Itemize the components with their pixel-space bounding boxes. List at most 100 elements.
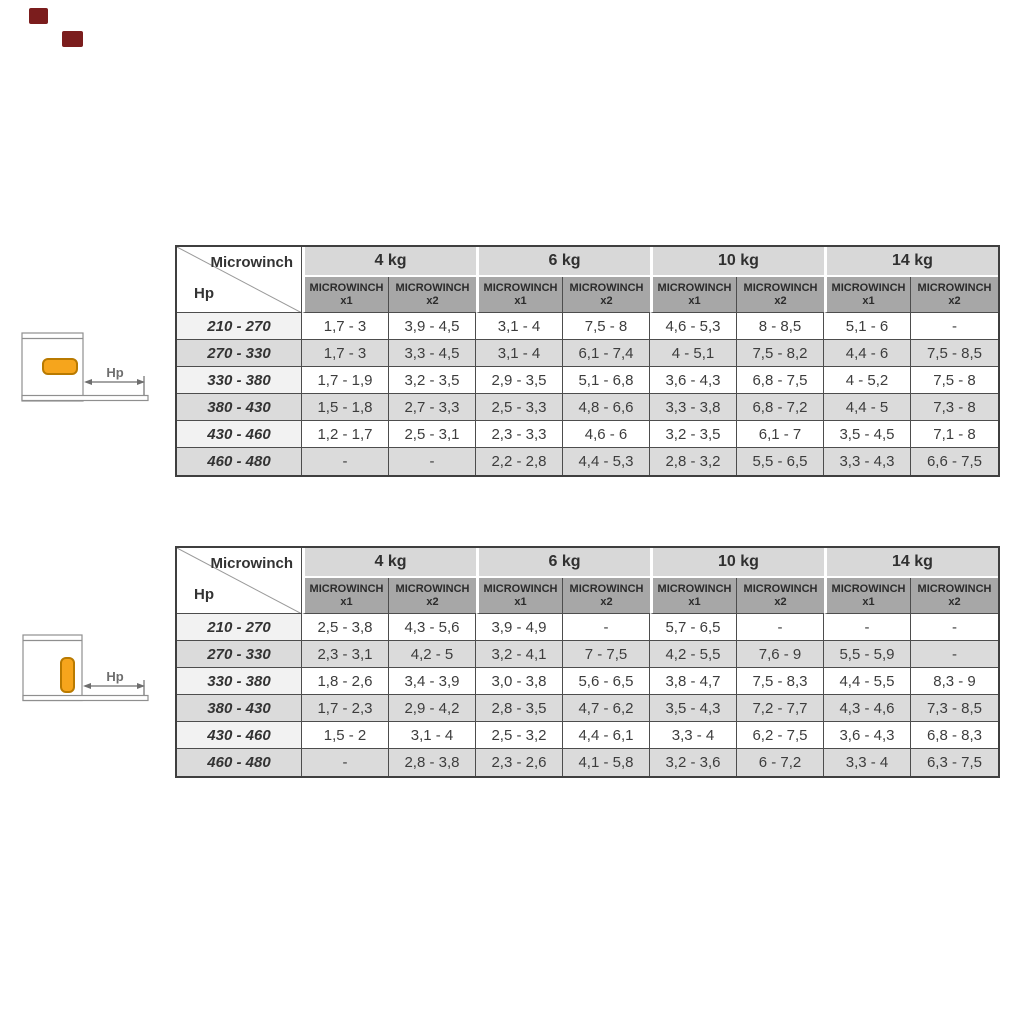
- subheader-title: MICROWINCH: [569, 281, 644, 294]
- value-cell: 3,6 - 4,3: [824, 722, 911, 749]
- subheader-title: MICROWINCH: [657, 281, 732, 294]
- hp-dimension-label: Hp: [106, 669, 123, 684]
- value-cell: 3,9 - 4,9: [476, 614, 563, 641]
- value-cell: 3,3 - 3,8: [650, 394, 737, 421]
- value-cell: -: [911, 614, 998, 641]
- value-cell: 1,5 - 2: [302, 722, 389, 749]
- hp-range-cell: 460 - 480: [177, 749, 302, 776]
- value-cell: 6,6 - 7,5: [911, 448, 998, 475]
- hp-range-cell: 210 - 270: [177, 614, 302, 641]
- value-cell: 3,2 - 4,1: [476, 641, 563, 668]
- table-row: 330 - 380 1,8 - 2,6 3,4 - 3,9 3,0 - 3,8 5,6 …: [177, 668, 998, 695]
- value-cell: 2,7 - 3,3: [389, 394, 476, 421]
- microwinch-table: Microwinch Hp 4 kg 6 kg 10 kg 14 kg MICROWINCH…: [175, 245, 1000, 477]
- hp-range-cell: 330 - 380: [177, 668, 302, 695]
- value-cell: 4 - 5,2: [824, 367, 911, 394]
- subheader-cell: MICROWINCH x1: [824, 578, 911, 614]
- subheader-cell: MICROWINCH x1: [302, 578, 389, 614]
- value-cell: -: [824, 614, 911, 641]
- value-cell: 3,9 - 4,5: [389, 313, 476, 340]
- value-cell: 4,4 - 5,5: [824, 668, 911, 695]
- subheader-cell: MICROWINCH x2: [911, 277, 998, 313]
- capacity-table-vertical-mount: Microwinch Hp 4 kg 6 kg 10 kg 14 kg MICROWINCH…: [175, 546, 1000, 778]
- subheader-variant: x1: [514, 595, 527, 608]
- value-cell: 7,5 - 8: [563, 313, 650, 340]
- table-row: 430 - 460 1,5 - 2 3,1 - 4 2,5 - 3,2 4,4 - 6,…: [177, 722, 998, 749]
- value-cell: 4,2 - 5: [389, 641, 476, 668]
- value-cell: 7,2 - 7,7: [737, 695, 824, 722]
- value-cell: 6,1 - 7,4: [563, 340, 650, 367]
- corner-label-hp: Hp: [194, 586, 214, 603]
- corner-label-microwinch: Microwinch: [210, 254, 293, 271]
- value-cell: 2,5 - 3,8: [302, 614, 389, 641]
- subheader-variant: x2: [948, 595, 961, 608]
- value-cell: 2,2 - 2,8: [476, 448, 563, 475]
- subheader-cell: MICROWINCH x2: [389, 277, 476, 313]
- arrowhead-right-icon: [137, 683, 145, 689]
- value-cell: 5,5 - 5,9: [824, 641, 911, 668]
- value-cell: 3,8 - 4,7: [650, 668, 737, 695]
- hp-range-cell: 330 - 380: [177, 367, 302, 394]
- table-row: 460 - 480- -2,2 - 2,8 4,4 - 5,3 2,8 - 3,2 5,…: [177, 448, 998, 475]
- table-row: 210 - 270 2,5 - 3,8 4,3 - 5,6 3,9 - 4,9-5,7…: [177, 614, 998, 641]
- value-cell: 2,8 - 3,5: [476, 695, 563, 722]
- winch-body-horizontal-icon: [42, 358, 78, 375]
- subheader-cell: MICROWINCH x2: [563, 277, 650, 313]
- subheader-cell: MICROWINCH x1: [824, 277, 911, 313]
- table-row: 270 - 330 1,7 - 3 3,3 - 4,5 3,1 - 4 6,1 - 7,…: [177, 340, 998, 367]
- value-cell: 2,3 - 2,6: [476, 749, 563, 776]
- load-group-header: 10 kg: [650, 548, 824, 578]
- subheader-cell: MICROWINCH x1: [650, 277, 737, 313]
- value-cell: -: [389, 448, 476, 475]
- value-cell: 7,1 - 8: [911, 421, 998, 448]
- value-cell: 8 - 8,5: [737, 313, 824, 340]
- subheader-variant: x2: [948, 294, 961, 307]
- value-cell: 7,5 - 8: [911, 367, 998, 394]
- value-cell: 4,7 - 6,2: [563, 695, 650, 722]
- subheader-variant: x1: [340, 294, 353, 307]
- table-row: 380 - 430 1,7 - 2,3 2,9 - 4,2 2,8 - 3,5 4,7 …: [177, 695, 998, 722]
- subheader-variant: x2: [774, 595, 787, 608]
- subheader-title: MICROWINCH: [483, 582, 558, 595]
- value-cell: 2,5 - 3,3: [476, 394, 563, 421]
- subheader-cell: MICROWINCH x2: [737, 277, 824, 313]
- subheader-title: MICROWINCH: [657, 582, 732, 595]
- value-cell: 3,3 - 4,3: [824, 448, 911, 475]
- table-row: 460 - 480-2,8 - 3,8 2,3 - 2,6 4,1 - 5,8 3,2…: [177, 749, 998, 776]
- value-cell: 6,3 - 7,5: [911, 749, 998, 776]
- subheader-title: MICROWINCH: [395, 582, 470, 595]
- base-rail: [21, 394, 149, 402]
- value-cell: 3,5 - 4,3: [650, 695, 737, 722]
- value-cell: 2,8 - 3,2: [650, 448, 737, 475]
- base-rail: [22, 694, 149, 702]
- subheader-title: MICROWINCH: [743, 281, 818, 294]
- value-cell: 7,3 - 8: [911, 394, 998, 421]
- subheader-variant: x2: [426, 294, 439, 307]
- value-cell: 3,2 - 3,5: [389, 367, 476, 394]
- corner-header-cell: Microwinch Hp: [177, 548, 302, 614]
- value-cell: 4,4 - 5: [824, 394, 911, 421]
- value-cell: -: [737, 614, 824, 641]
- hp-range-cell: 430 - 460: [177, 421, 302, 448]
- subheader-variant: x1: [514, 294, 527, 307]
- value-cell: -: [911, 641, 998, 668]
- value-cell: 8,3 - 9: [911, 668, 998, 695]
- subheader-title: MICROWINCH: [743, 582, 818, 595]
- subheader-title: MICROWINCH: [831, 582, 906, 595]
- value-cell: 1,5 - 1,8: [302, 394, 389, 421]
- value-cell: -: [911, 313, 998, 340]
- subheader-cell: MICROWINCH x1: [476, 277, 563, 313]
- arrowhead-left-icon: [83, 683, 91, 689]
- value-cell: 1,7 - 2,3: [302, 695, 389, 722]
- value-cell: 5,6 - 6,5: [563, 668, 650, 695]
- value-cell: 3,1 - 4: [389, 722, 476, 749]
- value-cell: 1,7 - 1,9: [302, 367, 389, 394]
- subheader-variant: x2: [774, 294, 787, 307]
- capacity-table-horizontal-mount: Microwinch Hp 4 kg 6 kg 10 kg 14 kg MICROWINCH…: [175, 245, 1000, 477]
- winch-body-vertical-icon: [60, 657, 75, 693]
- value-cell: 6,8 - 8,3: [911, 722, 998, 749]
- value-cell: 4,3 - 4,6: [824, 695, 911, 722]
- value-cell: 3,5 - 4,5: [824, 421, 911, 448]
